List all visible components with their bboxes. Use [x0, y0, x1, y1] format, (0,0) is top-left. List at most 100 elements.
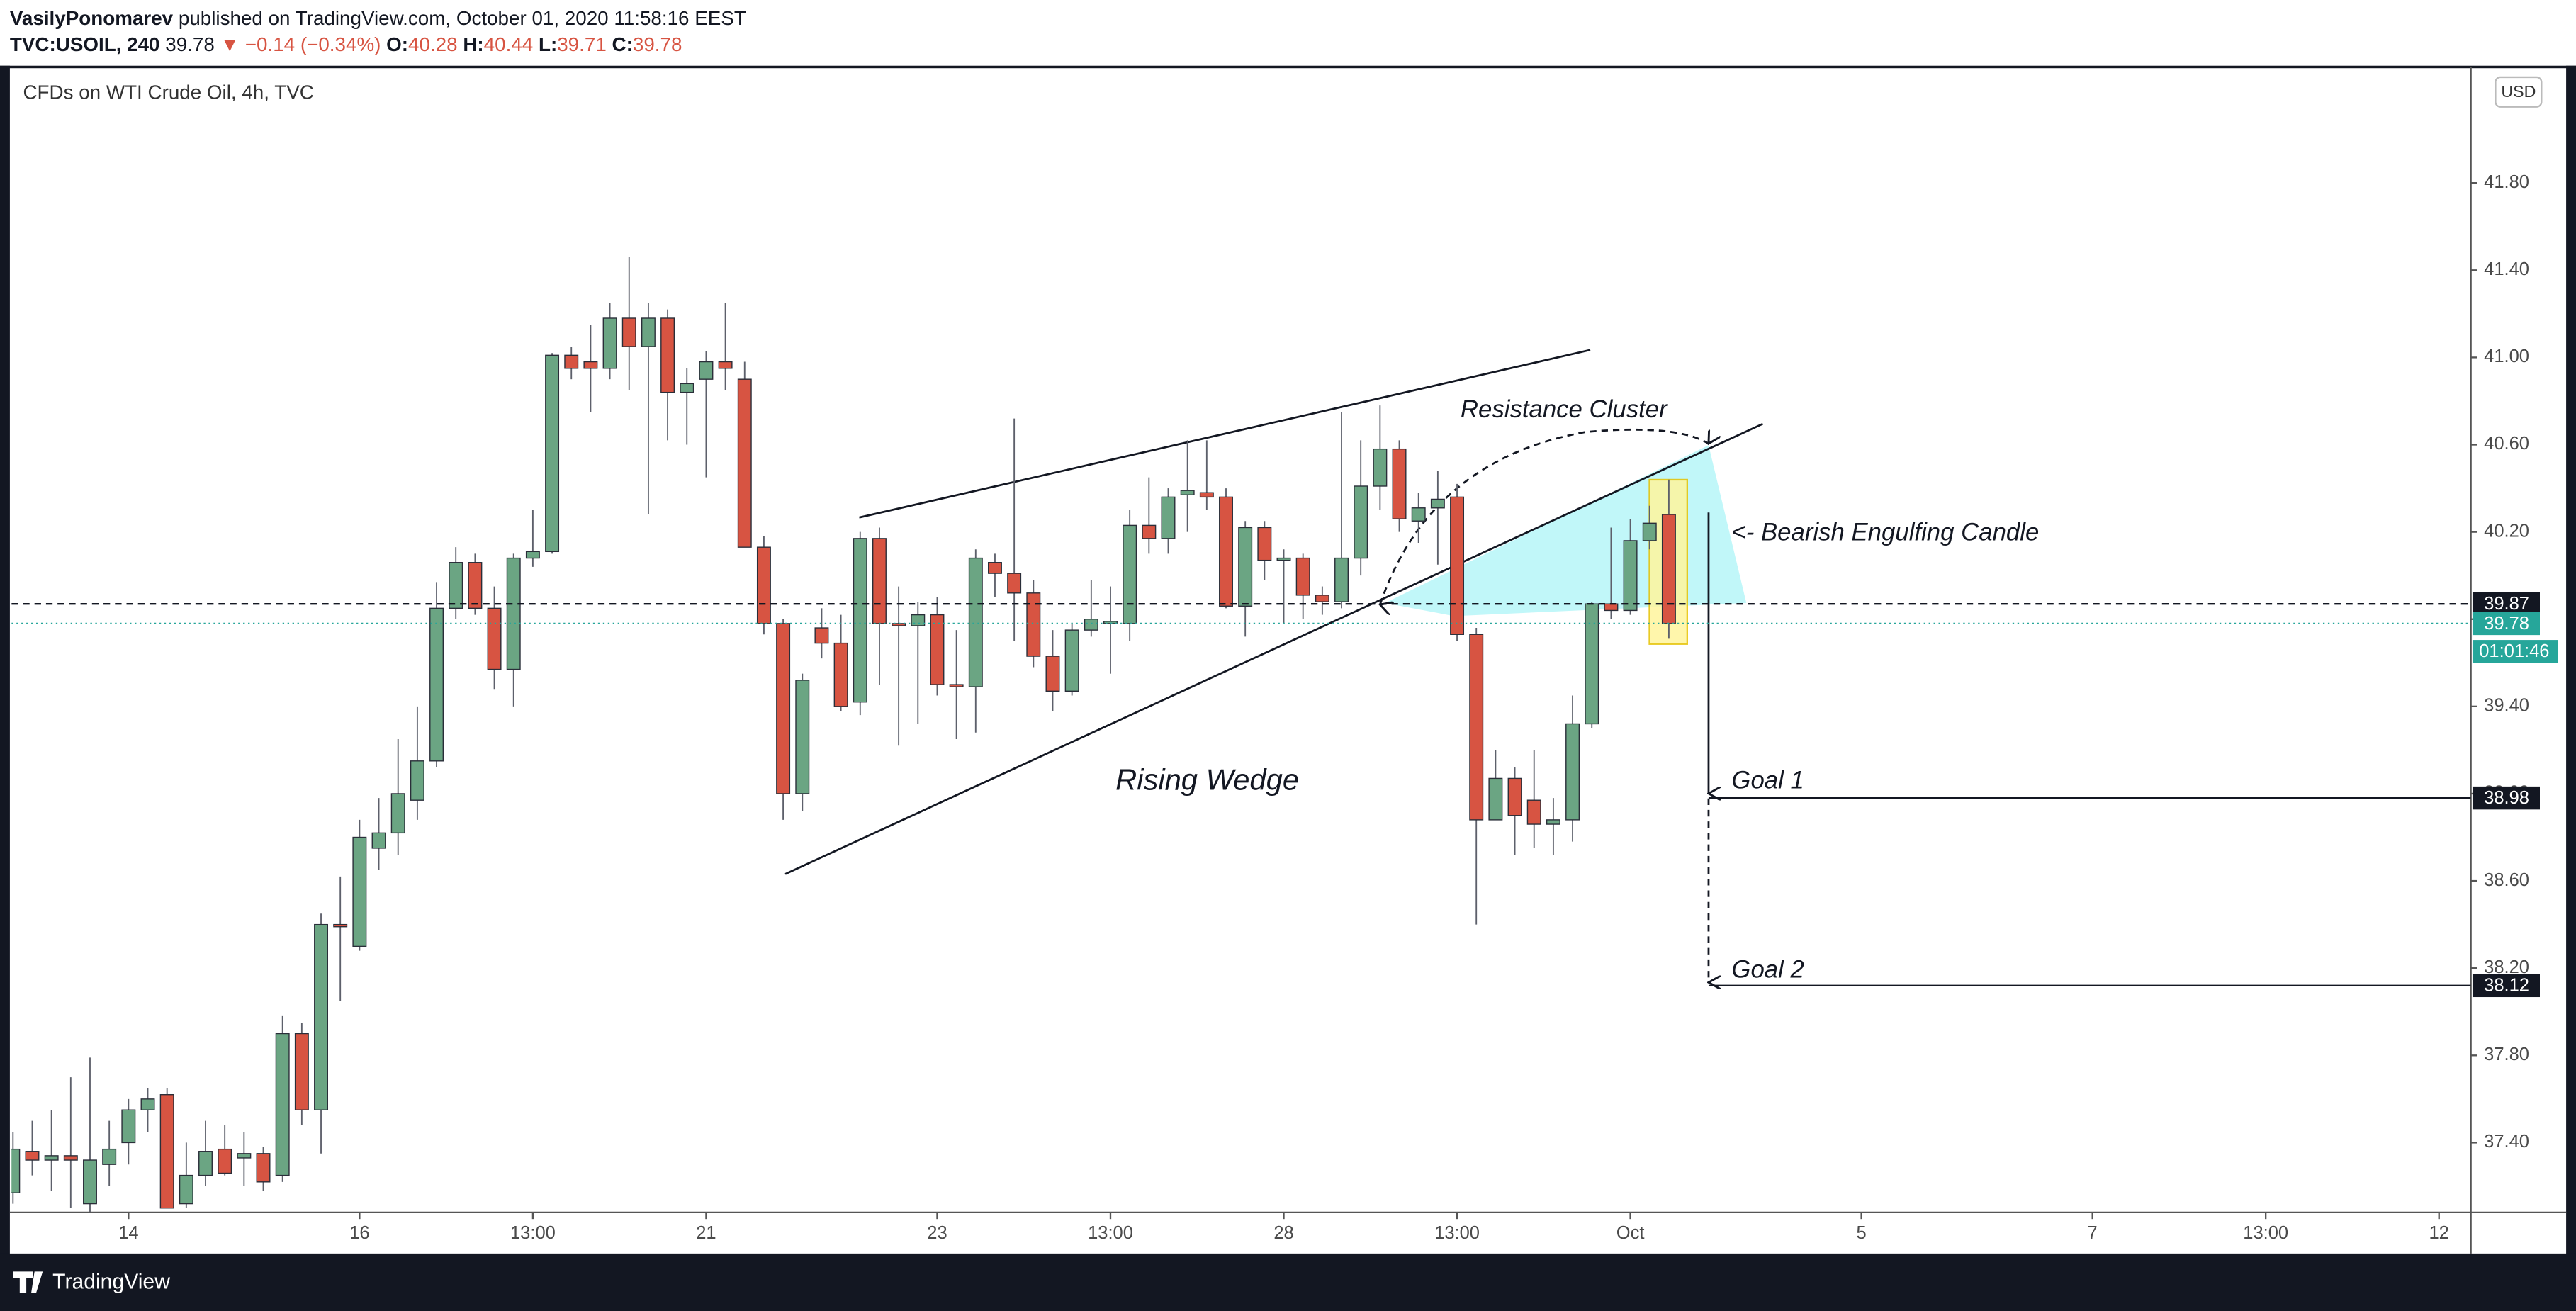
candle-body — [487, 607, 502, 670]
candle-body — [1334, 557, 1349, 602]
x-tick-label: Oct — [1616, 1223, 1645, 1243]
symbol: TVC:USOIL, 240 — [10, 33, 160, 55]
candle-body — [83, 1159, 97, 1205]
candle-body — [44, 1155, 59, 1161]
candle-body — [1546, 819, 1560, 825]
candle-body — [1045, 656, 1060, 692]
candle-body — [1661, 514, 1676, 624]
candle-body — [1257, 527, 1272, 561]
x-tick-label: 14 — [118, 1223, 138, 1243]
candle-body — [680, 383, 694, 393]
frame-top — [0, 65, 2576, 69]
currency-badge — [2495, 76, 2543, 108]
candle-body — [545, 354, 560, 553]
x-tick-label: 13:00 — [1434, 1223, 1480, 1243]
candle-body — [25, 1151, 40, 1161]
candle-body — [1180, 490, 1195, 495]
brand: TradingView — [52, 1271, 170, 1294]
drawings — [784, 349, 1764, 983]
candle-body — [1161, 496, 1176, 539]
price-label-box — [2472, 974, 2540, 998]
candle-body — [737, 378, 752, 548]
candle-body — [1565, 723, 1580, 821]
candle-body — [1199, 492, 1214, 498]
candle-body — [198, 1151, 213, 1176]
candle-body — [1642, 522, 1657, 541]
x-tick-label: 12 — [2429, 1223, 2449, 1243]
frame-right — [2566, 65, 2576, 1257]
candle-body — [833, 642, 848, 707]
x-tick-label: 7 — [2088, 1223, 2098, 1243]
candle-body — [583, 361, 598, 369]
candle-body — [853, 538, 867, 703]
candle-body — [1526, 799, 1541, 825]
candle-body — [449, 562, 463, 609]
candle-body — [371, 832, 386, 849]
candle-body — [410, 760, 424, 801]
axes: 37.4037.8038.2038.6039.0039.4039.8040.20… — [118, 172, 2558, 1243]
candle-body — [218, 1148, 232, 1174]
candle-body — [159, 1094, 174, 1209]
y-tick-label: 41.00 — [2484, 347, 2529, 366]
chart-title: CFDs on WTI Crude Oil, 4h, TVC — [23, 81, 313, 103]
candle-body — [429, 607, 444, 762]
ohlc-value: 40.28 — [408, 33, 458, 55]
ohlc-key: O: — [386, 33, 408, 55]
candle-body — [1430, 498, 1445, 509]
candle-body — [1373, 448, 1388, 487]
candle-body — [102, 1148, 117, 1165]
y-tick-label: 37.40 — [2484, 1132, 2529, 1152]
candle-body — [602, 317, 617, 369]
last: 39.78 — [165, 33, 215, 55]
y-tick-label: 37.80 — [2484, 1045, 2529, 1064]
candle-body — [294, 1033, 309, 1110]
candle-body — [256, 1153, 271, 1183]
candle-body — [1238, 527, 1253, 607]
candle-body — [1064, 629, 1079, 692]
x-tick-label: 16 — [349, 1223, 369, 1243]
price-label: 39.87 — [2484, 594, 2529, 614]
candle-body — [718, 361, 733, 369]
annotation: <- Bearish Engulfing Candle — [1731, 519, 2039, 546]
candle-body — [1103, 621, 1118, 624]
ohlc-value: 39.71 — [557, 33, 607, 55]
candle-body — [237, 1153, 252, 1159]
annotation: Goal 2 — [1731, 956, 1804, 983]
published: published on TradingView.com, October 01… — [179, 7, 746, 29]
currency: USD — [2501, 82, 2536, 101]
candle-body — [333, 923, 348, 928]
candle-body — [968, 557, 983, 687]
candle-body — [1084, 619, 1098, 631]
candle-body — [1007, 573, 1022, 594]
candle-body — [1488, 777, 1503, 821]
price-label-box — [2472, 592, 2540, 616]
y-tick-label: 41.40 — [2484, 259, 2529, 279]
price-label: 39.78 — [2484, 614, 2529, 634]
candle-body — [1411, 507, 1426, 522]
plot — [11, 257, 2471, 1212]
candle-body — [699, 361, 714, 380]
ohlc-key: C: — [612, 33, 633, 55]
annotation: Goal 1 — [1731, 767, 1804, 794]
y-tick-label: 38.60 — [2484, 870, 2529, 890]
candle-body — [525, 551, 540, 559]
price-label-box — [2472, 612, 2540, 636]
candle-body — [1295, 557, 1310, 596]
ohlc-key: H: — [463, 33, 483, 55]
change: ▼ −0.14 (−0.34%) — [220, 33, 381, 55]
candle-body — [872, 538, 887, 624]
price-label: 38.98 — [2484, 788, 2529, 808]
candle-body — [1315, 595, 1329, 602]
y-tick-label: 41.80 — [2484, 172, 2529, 192]
candle-body — [1392, 448, 1407, 519]
price-label: 38.12 — [2484, 976, 2529, 996]
x-tick-label: 13:00 — [1088, 1223, 1133, 1243]
y-tick-label: 39.40 — [2484, 696, 2529, 716]
candle-body — [1469, 634, 1484, 821]
candle-body — [390, 793, 405, 834]
candle-body — [1450, 496, 1465, 635]
price-label-box — [2472, 786, 2540, 810]
candle-body — [1623, 540, 1638, 612]
annotation: Resistance Cluster — [1461, 396, 1668, 423]
